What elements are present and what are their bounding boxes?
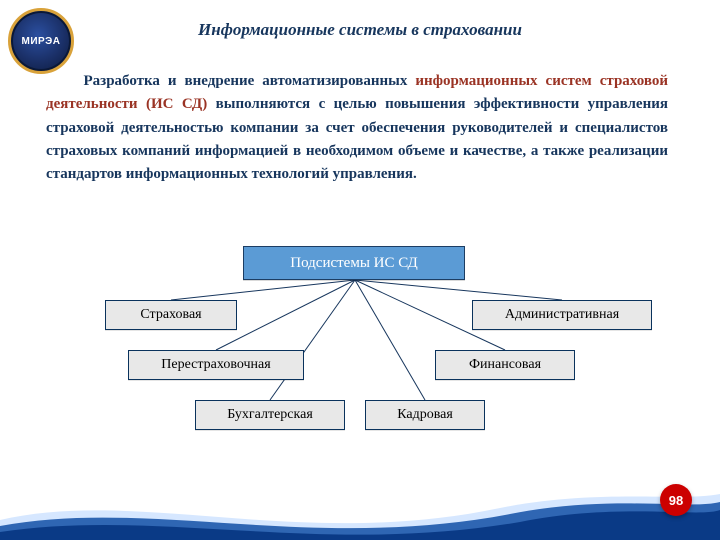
leaf-label: Перестраховочная [161, 357, 270, 373]
leaf-label: Страховая [140, 307, 201, 323]
footer-wave [0, 480, 720, 540]
leaf-node: Страховая [105, 300, 237, 330]
leaf-node: Административная [472, 300, 652, 330]
para-pre: Разработка и внедрение автоматизированны… [84, 73, 416, 89]
leaf-node: Перестраховочная [128, 350, 304, 380]
page-title: Информационные системы в страховании [0, 20, 720, 40]
root-label: Подсистемы ИС СД [290, 255, 418, 272]
root-node: Подсистемы ИС СД [243, 246, 465, 280]
body-paragraph: Разработка и внедрение автоматизированны… [46, 70, 668, 186]
diagram: Подсистемы ИС СД Страховая Перестраховочн… [0, 240, 720, 480]
logo: МИРЭА [8, 8, 74, 74]
leaf-label: Бухгалтерская [227, 407, 313, 423]
slide: МИРЭА Информационные системы в страхован… [0, 0, 720, 540]
leaf-label: Административная [505, 307, 619, 323]
leaf-label: Кадровая [397, 407, 453, 423]
page-number-badge: 98 [660, 484, 692, 516]
leaf-node: Финансовая [435, 350, 575, 380]
leaf-label: Финансовая [469, 357, 541, 373]
leaf-node: Бухгалтерская [195, 400, 345, 430]
page-number: 98 [669, 493, 683, 508]
leaf-node: Кадровая [365, 400, 485, 430]
